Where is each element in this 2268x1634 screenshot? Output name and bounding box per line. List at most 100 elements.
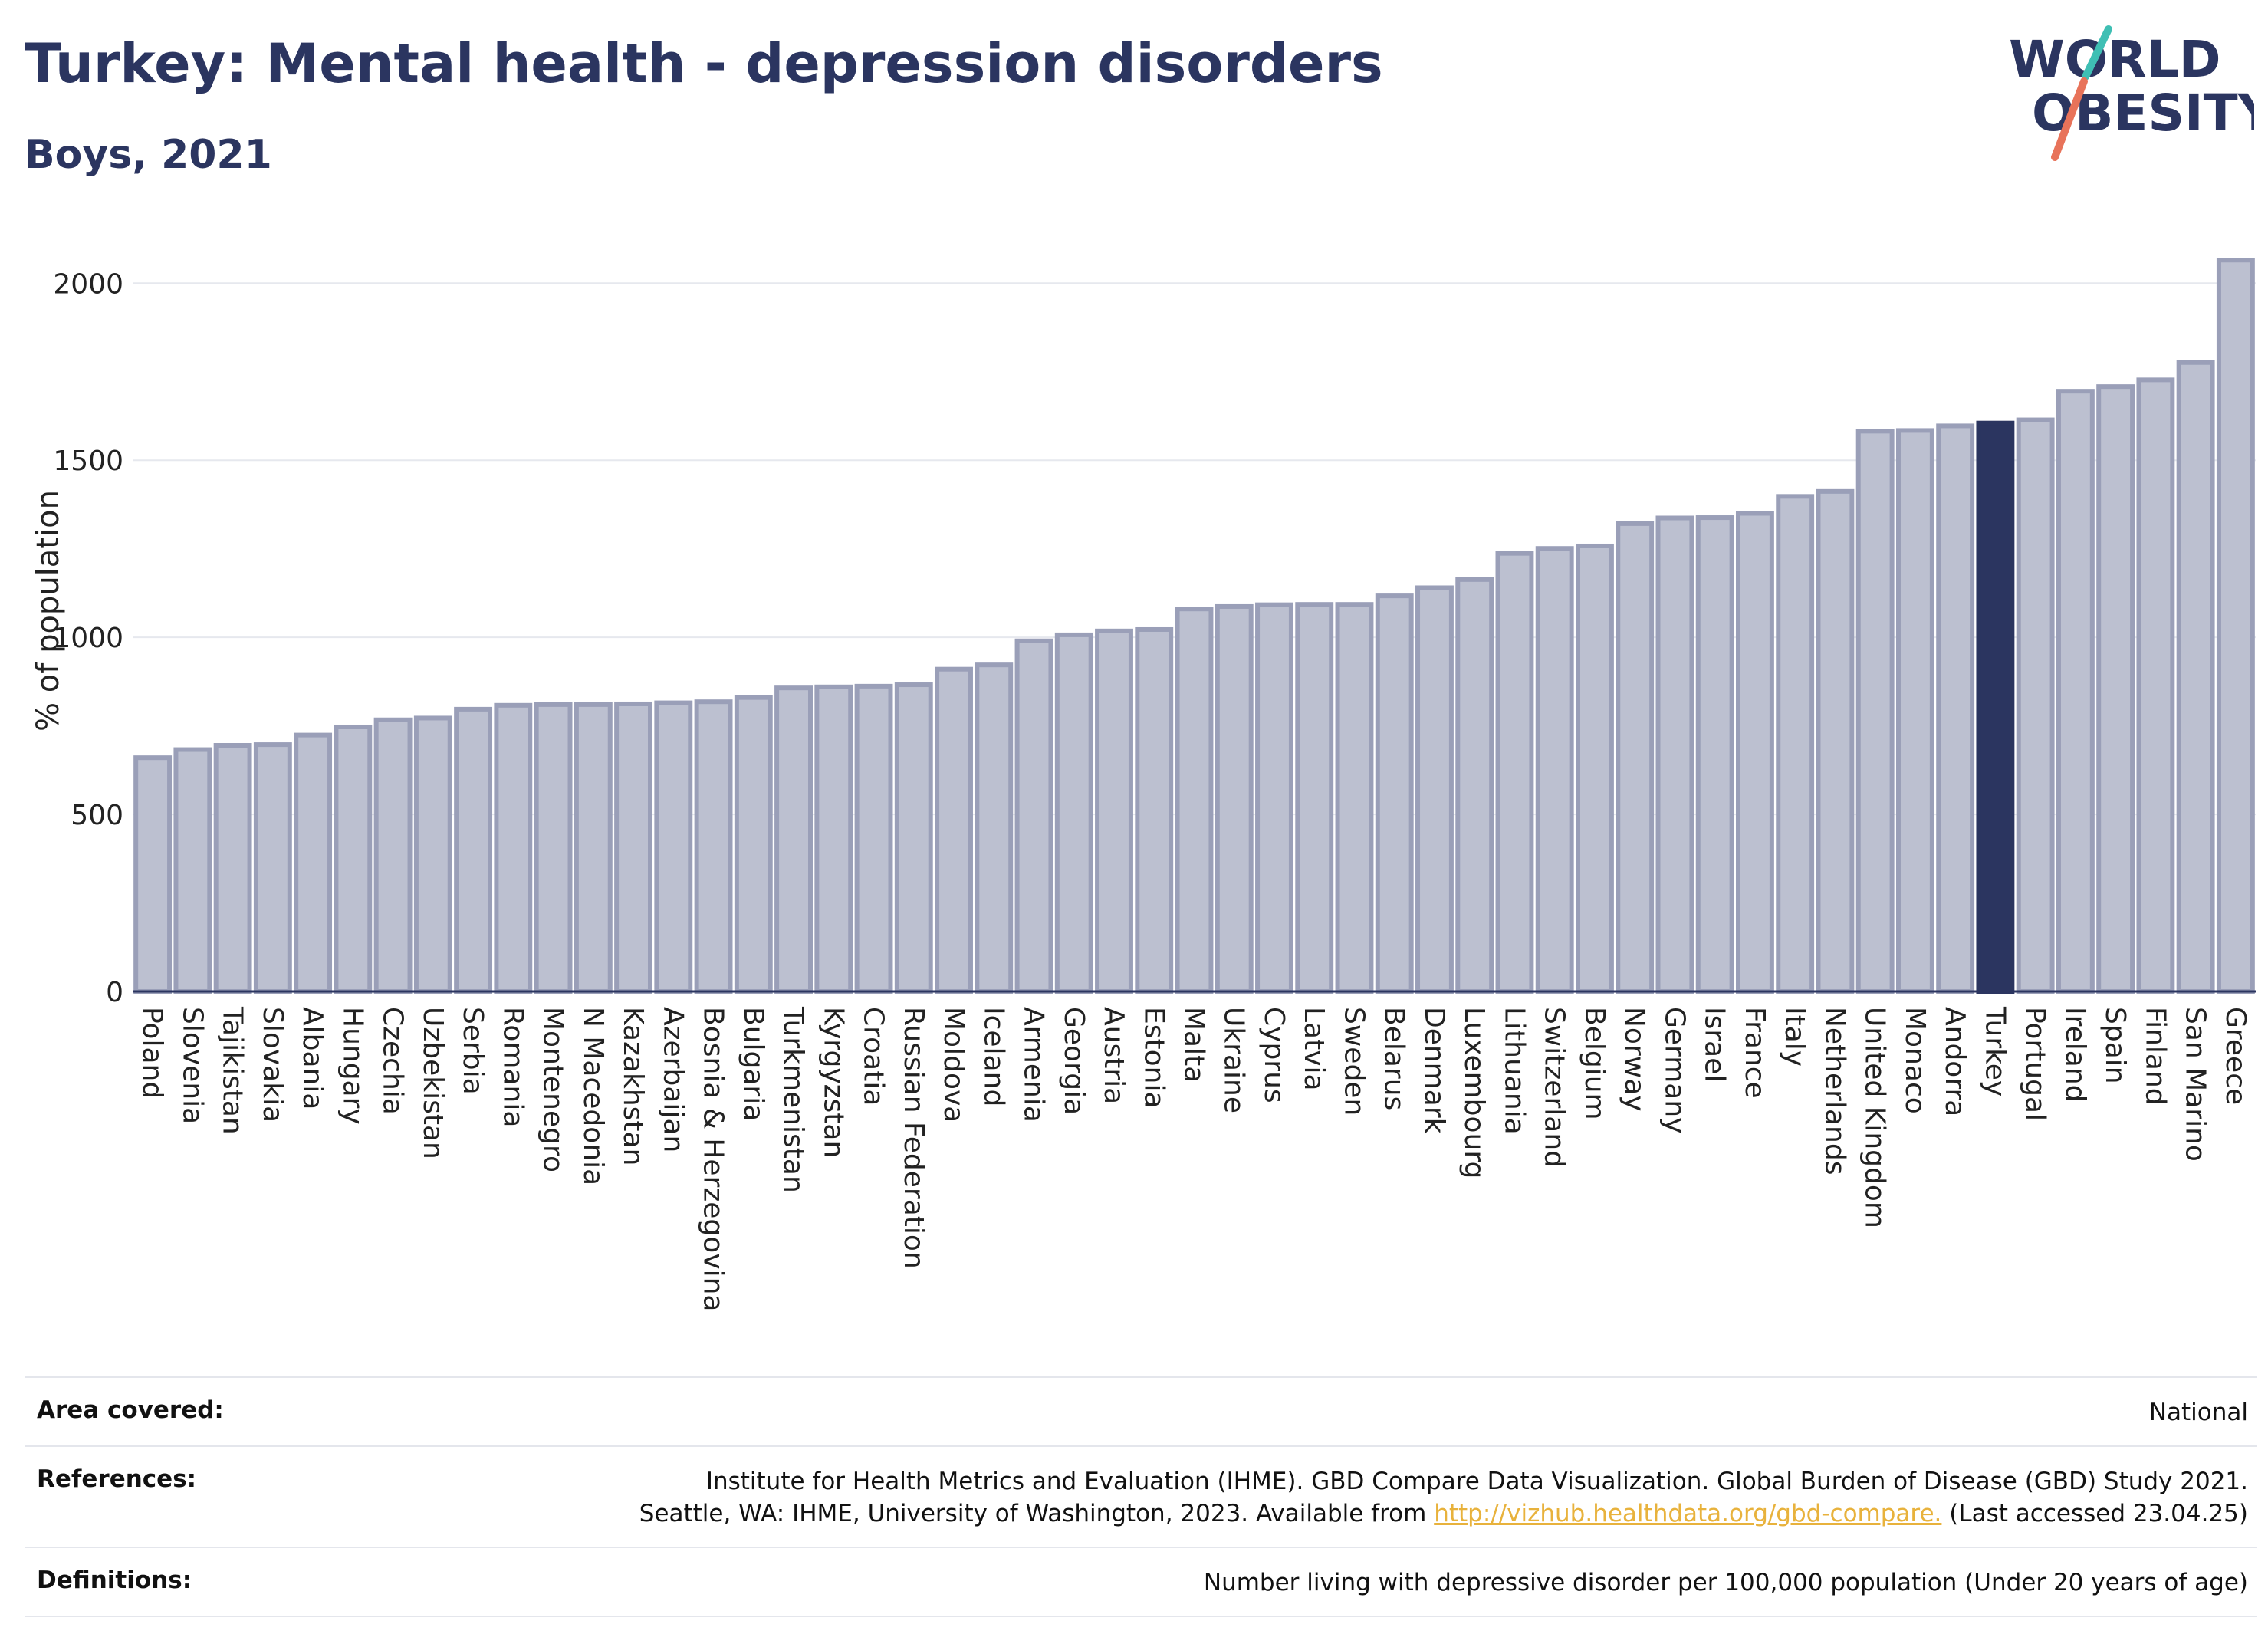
bar-italy: [1776, 494, 1815, 994]
info-row-area: Area covered: National: [25, 1376, 2257, 1445]
bar-bosnia-herzegovina: [694, 699, 733, 994]
bar-monaco: [1895, 428, 1934, 994]
bar-ireland: [2056, 389, 2095, 995]
definitions-value: Number living with depressive disorder p…: [1203, 1569, 2248, 1596]
x-tick-label: Germany: [1658, 1007, 1690, 1133]
references-line-2-post: (Last accessed 23.04.25): [1941, 1500, 2248, 1527]
bar-malta: [1175, 607, 1214, 994]
bars: [133, 258, 2255, 995]
x-tick-label: Belgium: [1579, 1007, 1610, 1120]
bar-denmark: [1415, 585, 1454, 994]
bar-belgium: [1576, 543, 1614, 994]
bar-belarus: [1375, 593, 1414, 994]
bar-bulgaria: [734, 695, 773, 994]
bar-andorra: [1936, 423, 1975, 994]
x-tick-label: Austria: [1098, 1007, 1129, 1104]
bar-austria: [1095, 628, 1133, 994]
references-label: References:: [37, 1465, 197, 1493]
bar-spain: [2096, 384, 2135, 994]
bar-uzbekistan: [413, 715, 452, 994]
x-tick-label: Finland: [2139, 1007, 2171, 1106]
y-axis: 0 500 1000 1500 2000: [53, 268, 123, 1008]
references-line-2-pre: Seattle, WA: IHME, University of Washing…: [639, 1500, 1435, 1527]
references-line-1: Institute for Health Metrics and Evaluat…: [705, 1468, 2248, 1495]
x-tick-label: Latvia: [1298, 1007, 1330, 1091]
x-tick-label: Iceland: [978, 1007, 1009, 1106]
x-tick-label: Serbia: [457, 1007, 488, 1095]
bar-montenegro: [534, 702, 573, 994]
y-tick-label: 500: [71, 800, 123, 831]
x-tick-label: Netherlands: [1819, 1007, 1850, 1175]
bar-turkey: [1976, 420, 2015, 994]
x-tick-label: Portugal: [2020, 1007, 2051, 1121]
bar-san-marino: [2176, 360, 2215, 994]
bar-turkmenistan: [774, 685, 813, 995]
bar-czechia: [373, 717, 413, 995]
x-tick-label: Israel: [1699, 1007, 1731, 1082]
bar-armenia: [1014, 638, 1053, 994]
x-tick-label: Spain: [2099, 1007, 2131, 1084]
x-tick-label: Moldova: [938, 1007, 969, 1123]
bar-greece: [2216, 258, 2255, 995]
references-link[interactable]: http://vizhub.healthdata.org/gbd-compare…: [1434, 1500, 1942, 1527]
chart-subtitle: Boys, 2021: [25, 132, 272, 178]
x-tick-label: Albania: [297, 1007, 328, 1110]
x-tick-label: Lithuania: [1498, 1007, 1530, 1135]
bar-russian-federation: [894, 682, 933, 994]
bar-latvia: [1295, 602, 1334, 994]
x-tick-label: Luxembourg: [1458, 1007, 1490, 1179]
y-axis-label: % of population: [31, 490, 66, 732]
x-tick-label: Uzbekistan: [417, 1007, 449, 1159]
bar-tajikistan: [213, 743, 252, 994]
x-tick-label: Estonia: [1138, 1007, 1169, 1109]
bar-finland: [2136, 377, 2175, 994]
bar-luxembourg: [1455, 577, 1494, 994]
logo-text-world: WORLD: [2009, 30, 2221, 89]
bar-slovakia: [253, 742, 292, 994]
x-tick-label: San Marino: [2180, 1007, 2211, 1162]
y-tick-label: 1500: [53, 445, 123, 477]
x-tick-label: Switzerland: [1539, 1007, 1570, 1168]
bar-norway: [1616, 521, 1655, 994]
bar-switzerland: [1535, 546, 1574, 994]
x-axis: Poland Slovenia Tajikistan Slovakia Albania H…: [133, 990, 2256, 1311]
x-tick-label: United Kingdom: [1859, 1007, 1891, 1228]
y-tick-label: 1000: [53, 623, 123, 654]
bar-sweden: [1335, 602, 1374, 994]
x-tick-label: Denmark: [1418, 1007, 1450, 1134]
x-tick-label: N Macedonia: [577, 1007, 609, 1185]
bar-albania: [294, 732, 333, 994]
bar-n-macedonia: [574, 702, 613, 994]
x-tick-label: Romania: [497, 1007, 528, 1127]
x-tick-label: Czechia: [377, 1007, 409, 1115]
bar-hungary: [334, 724, 373, 994]
area-value: National: [2148, 1399, 2248, 1426]
x-tick-label: Bosnia & Herzegovina: [698, 1007, 729, 1311]
x-tick-label: Tajikistan: [217, 1006, 248, 1135]
bar-azerbaijan: [654, 700, 693, 995]
bar-serbia: [454, 706, 493, 994]
x-tick-label: Italy: [1779, 1007, 1810, 1067]
x-tick-label: Andorra: [1939, 1007, 1971, 1116]
x-tick-label: Hungary: [337, 1007, 368, 1125]
bar-estonia: [1135, 626, 1174, 994]
x-tick-label: Monaco: [1899, 1007, 1931, 1114]
bar-cyprus: [1255, 602, 1293, 994]
area-label: Area covered:: [37, 1396, 224, 1424]
x-tick-label: Belarus: [1379, 1007, 1410, 1110]
info-row-definitions: Definitions: Number living with depressi…: [25, 1547, 2257, 1617]
x-tick-label: Bulgaria: [738, 1007, 769, 1121]
info-row-references: References: Institute for Health Metrics…: [25, 1445, 2257, 1547]
x-tick-label: Slovakia: [257, 1007, 288, 1123]
bar-chart: 0 500 1000 1500 2000 Poland Slovenia Tajikista…: [31, 258, 2256, 1311]
x-tick-label: Norway: [1619, 1007, 1650, 1112]
x-tick-label: Poland: [136, 1007, 168, 1099]
definitions-label: Definitions:: [37, 1567, 192, 1594]
x-tick-label: Kyrgyzstan: [817, 1007, 849, 1158]
bar-germany: [1655, 515, 1694, 994]
bar-poland: [133, 755, 173, 995]
x-tick-label: Ukraine: [1218, 1007, 1250, 1113]
x-tick-label: Montenegro: [537, 1007, 569, 1172]
bar-slovenia: [173, 747, 212, 994]
bar-france: [1735, 511, 1774, 994]
